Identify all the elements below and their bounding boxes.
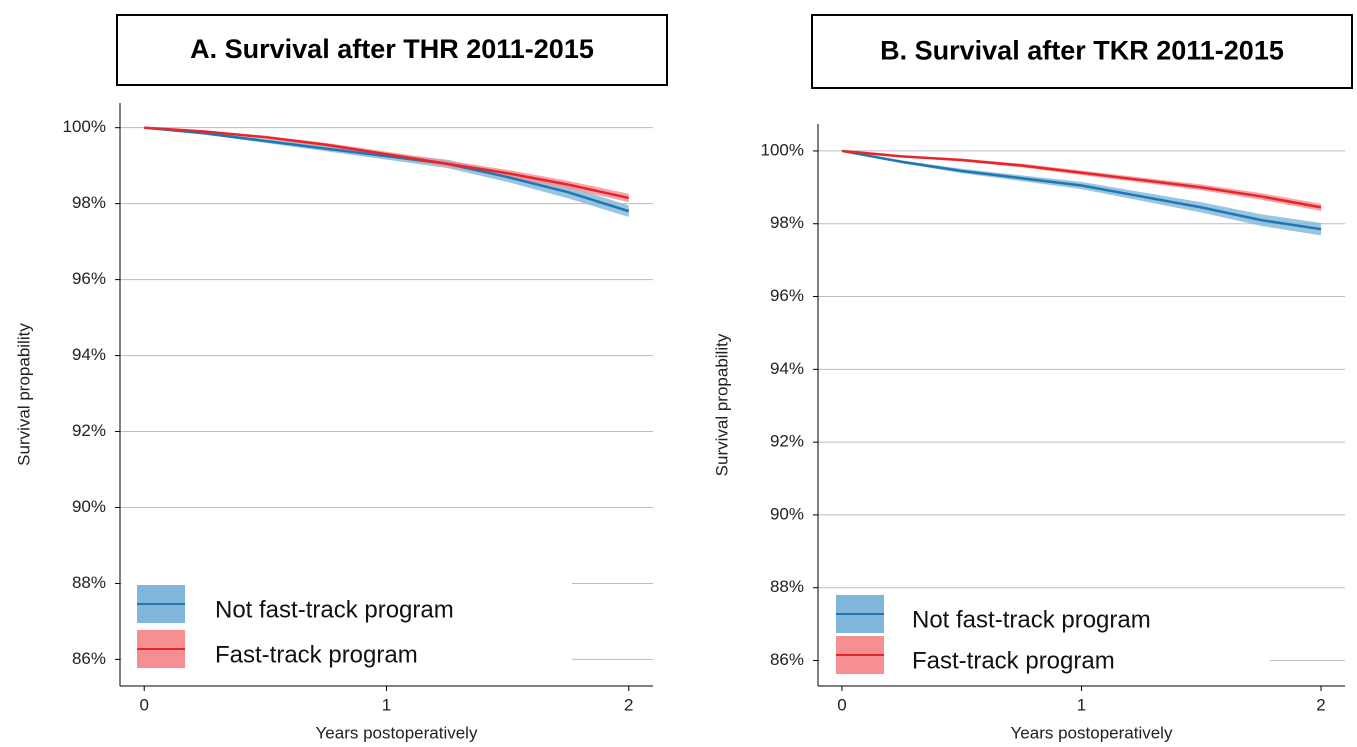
- title-box: [811, 14, 1353, 89]
- y-tick-label: 86%: [72, 649, 106, 668]
- y-tick-label: 98%: [72, 193, 106, 212]
- y-tick-label: 98%: [770, 213, 804, 232]
- x-tick-label: 2: [1316, 695, 1325, 714]
- y-tick-label: 96%: [72, 269, 106, 288]
- chart-title: A. Survival after THR 2011-2015: [190, 34, 594, 64]
- legend-label: Not fast-track program: [215, 596, 454, 623]
- x-axis-label: Years postoperatively: [1011, 723, 1173, 742]
- y-tick-label: 90%: [770, 504, 804, 523]
- y-axis-label: Survival propability: [14, 323, 33, 466]
- y-tick-label: 88%: [72, 573, 106, 592]
- legend-background: [122, 583, 572, 676]
- y-tick-label: 94%: [72, 345, 106, 364]
- y-tick-label: 92%: [72, 421, 106, 440]
- y-tick-label: 100%: [63, 117, 106, 136]
- survival-line: [144, 126, 630, 200]
- survival-line: [841, 149, 1322, 209]
- legend-label: Fast-track program: [215, 641, 418, 668]
- survival-line: [841, 149, 1322, 231]
- y-tick-label: 90%: [72, 497, 106, 516]
- x-tick-label: 0: [837, 695, 846, 714]
- y-tick-label: 92%: [770, 432, 804, 451]
- y-tick-label: 86%: [770, 650, 804, 669]
- x-tick-label: 1: [382, 695, 391, 714]
- legend-label: Not fast-track program: [912, 606, 1151, 633]
- confidence-band: [841, 150, 1322, 211]
- legend-background: [820, 593, 1270, 676]
- y-tick-label: 96%: [770, 286, 804, 305]
- survival-line: [144, 126, 630, 213]
- y-tick-label: 88%: [770, 577, 804, 596]
- y-tick-label: 100%: [761, 140, 804, 159]
- y-axis-label: Survival propability: [712, 333, 731, 476]
- chart-title: B. Survival after TKR 2011-2015: [880, 36, 1284, 66]
- y-tick-label: 94%: [770, 359, 804, 378]
- x-tick-label: 1: [1077, 695, 1086, 714]
- x-tick-label: 0: [139, 695, 148, 714]
- x-axis-label: Years postoperatively: [316, 723, 478, 742]
- legend-label: Fast-track program: [912, 647, 1115, 674]
- title-box: [116, 14, 668, 86]
- x-tick-label: 2: [624, 695, 633, 714]
